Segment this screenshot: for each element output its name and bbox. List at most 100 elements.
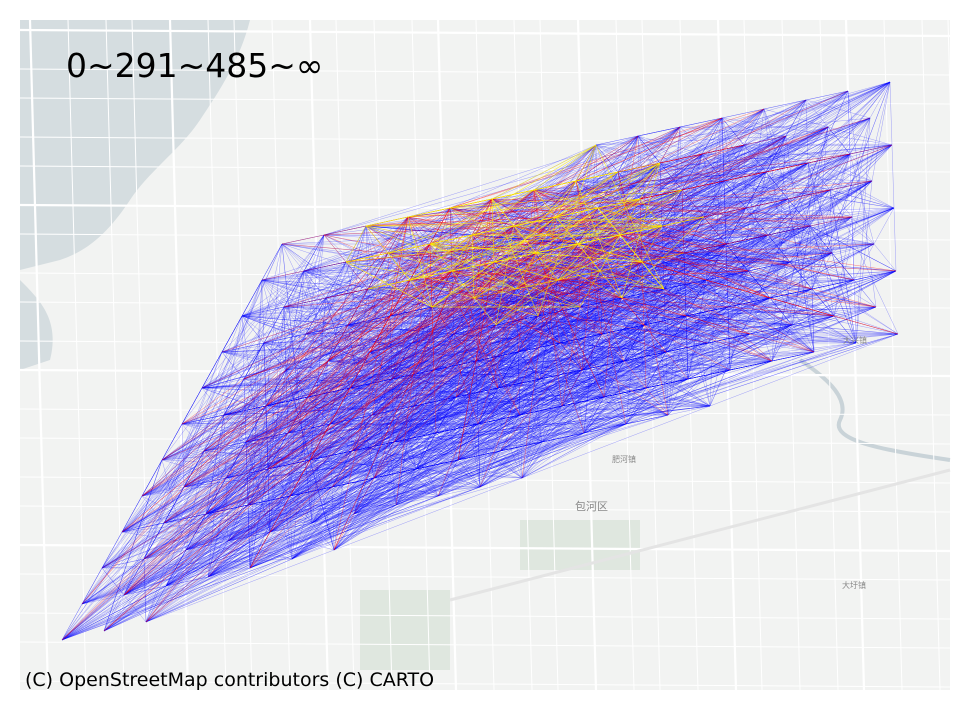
flow-line bbox=[291, 333, 603, 560]
flow-line bbox=[247, 495, 439, 506]
flow-line bbox=[227, 333, 603, 542]
flow-line bbox=[185, 378, 689, 551]
flow-line bbox=[289, 243, 431, 497]
road-line bbox=[19, 612, 951, 620]
road-line bbox=[19, 408, 951, 416]
flow-line bbox=[123, 477, 375, 596]
flow-line bbox=[243, 297, 327, 380]
road-line bbox=[308, 19, 330, 691]
flow-line bbox=[479, 279, 707, 488]
flow-line bbox=[291, 297, 623, 560]
flow-line bbox=[541, 432, 585, 443]
flow-line bbox=[387, 252, 411, 281]
flow-line bbox=[123, 342, 857, 596]
flow-line bbox=[227, 468, 417, 542]
flow-line bbox=[123, 243, 431, 596]
flow-line bbox=[207, 207, 895, 578]
flow-line bbox=[227, 225, 811, 542]
flow-line bbox=[521, 198, 641, 479]
flow-line bbox=[123, 324, 349, 596]
flow-line bbox=[163, 405, 563, 524]
flow-line bbox=[603, 270, 749, 398]
flow-line bbox=[291, 378, 541, 560]
flow-line bbox=[287, 405, 563, 434]
flow-line bbox=[645, 342, 857, 389]
flow-line bbox=[207, 288, 813, 578]
flow-line bbox=[243, 297, 327, 380]
flow-line bbox=[581, 288, 665, 371]
flow-line bbox=[347, 324, 375, 479]
flow-line bbox=[103, 252, 833, 632]
road-line bbox=[335, 19, 355, 691]
flow-line bbox=[145, 450, 353, 623]
flow-line bbox=[369, 351, 523, 479]
flow-line bbox=[415, 468, 439, 497]
flow-line bbox=[205, 360, 625, 515]
flow-line bbox=[227, 180, 873, 542]
flow-line bbox=[61, 396, 605, 641]
flow-line bbox=[769, 117, 871, 299]
flow-line bbox=[787, 198, 815, 353]
flow-line bbox=[291, 378, 541, 560]
flow-line bbox=[829, 189, 857, 344]
flow-line bbox=[245, 396, 605, 443]
flow-line bbox=[371, 351, 815, 416]
flow-line bbox=[185, 252, 833, 551]
flow-line bbox=[499, 396, 605, 452]
flow-line bbox=[577, 216, 705, 245]
flow-line bbox=[103, 450, 501, 632]
flow-line bbox=[641, 252, 833, 263]
flow-line bbox=[247, 234, 769, 506]
flow-line bbox=[145, 198, 493, 623]
flow-line bbox=[787, 198, 815, 353]
flow-line bbox=[61, 378, 689, 641]
flow-line bbox=[185, 315, 835, 551]
flow-line bbox=[353, 324, 645, 515]
road-line bbox=[844, 19, 866, 691]
flow-line bbox=[205, 189, 535, 515]
flow-line bbox=[249, 450, 353, 569]
flow-line bbox=[811, 126, 829, 290]
flow-line bbox=[745, 207, 811, 227]
flow-line bbox=[205, 252, 833, 515]
flow-line bbox=[141, 396, 457, 497]
flow-line bbox=[181, 405, 711, 425]
flow-line bbox=[429, 243, 495, 263]
flow-line bbox=[163, 405, 415, 524]
flow-line bbox=[61, 594, 125, 641]
flow-line bbox=[101, 342, 709, 569]
flow-line bbox=[415, 369, 583, 470]
flow-line bbox=[595, 117, 723, 146]
flow-line bbox=[639, 198, 833, 254]
flow-line bbox=[245, 441, 481, 488]
flow-line bbox=[249, 153, 851, 569]
flow-line bbox=[517, 288, 813, 353]
flow-line bbox=[623, 153, 851, 362]
flow-line bbox=[249, 378, 689, 569]
flow-line bbox=[561, 396, 605, 407]
flow-line bbox=[203, 378, 689, 452]
flow-line bbox=[331, 405, 711, 488]
flow-line bbox=[541, 306, 877, 443]
flow-line bbox=[449, 207, 897, 272]
flow-line bbox=[245, 342, 857, 443]
flow-line bbox=[457, 378, 541, 461]
flow-line bbox=[145, 486, 333, 623]
flow-line bbox=[349, 387, 605, 398]
flow-line bbox=[763, 108, 793, 326]
flow-line bbox=[345, 225, 367, 263]
flow-line bbox=[437, 459, 459, 497]
flow-line bbox=[583, 396, 605, 434]
flow-line bbox=[163, 459, 311, 524]
flow-line bbox=[145, 495, 439, 623]
flow-line bbox=[475, 360, 731, 371]
flow-line bbox=[747, 144, 893, 272]
flow-line bbox=[123, 234, 769, 596]
flow-line bbox=[207, 369, 731, 578]
flow-line bbox=[183, 351, 815, 488]
flow-line bbox=[479, 315, 687, 488]
flow-line bbox=[621, 297, 731, 371]
road-line bbox=[539, 19, 559, 691]
